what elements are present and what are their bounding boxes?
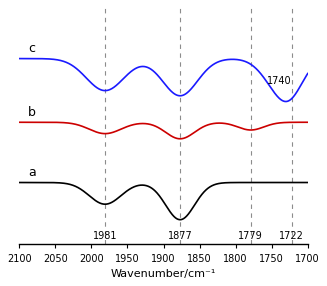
Text: a: a — [28, 166, 36, 179]
Text: c: c — [28, 42, 35, 55]
Text: b: b — [28, 106, 36, 119]
Text: 1981: 1981 — [93, 231, 117, 241]
Text: 1740: 1740 — [267, 76, 291, 86]
Text: 1779: 1779 — [238, 231, 263, 241]
X-axis label: Wavenumber/cm⁻¹: Wavenumber/cm⁻¹ — [111, 269, 216, 279]
Text: 1877: 1877 — [168, 231, 193, 241]
Text: 1722: 1722 — [280, 231, 304, 241]
